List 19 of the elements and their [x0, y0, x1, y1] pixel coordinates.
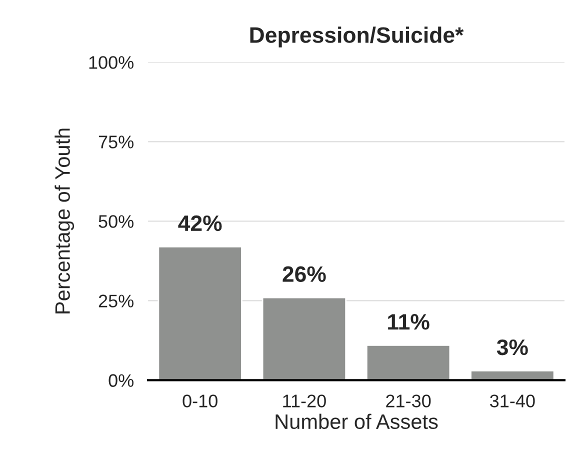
x-axis-title: Number of Assets [276, 414, 438, 430]
y-axis-title: Percentage of Youth [54, 128, 74, 314]
y-tick-label: 50% [98, 215, 134, 228]
bar [158, 246, 242, 380]
x-tick-label: 21-30 [386, 394, 431, 408]
bar [366, 344, 451, 380]
x-tick-label: 31-40 [490, 394, 535, 408]
chart-title: Depression/Suicide* [250, 26, 464, 48]
y-tick-label: 25% [98, 294, 134, 308]
x-tick-label: 0-10 [182, 394, 218, 408]
x-tick-label: 11-20 [283, 394, 326, 408]
bar [262, 296, 347, 380]
y-tick-label: 75% [98, 136, 134, 148]
y-tick-label: 100% [89, 56, 134, 69]
data-label: 3% [496, 339, 528, 356]
data-label: 42% [178, 215, 222, 232]
data-label: 11% [388, 314, 430, 330]
data-label: 26% [282, 266, 326, 282]
y-tick-label: 0% [108, 374, 134, 387]
